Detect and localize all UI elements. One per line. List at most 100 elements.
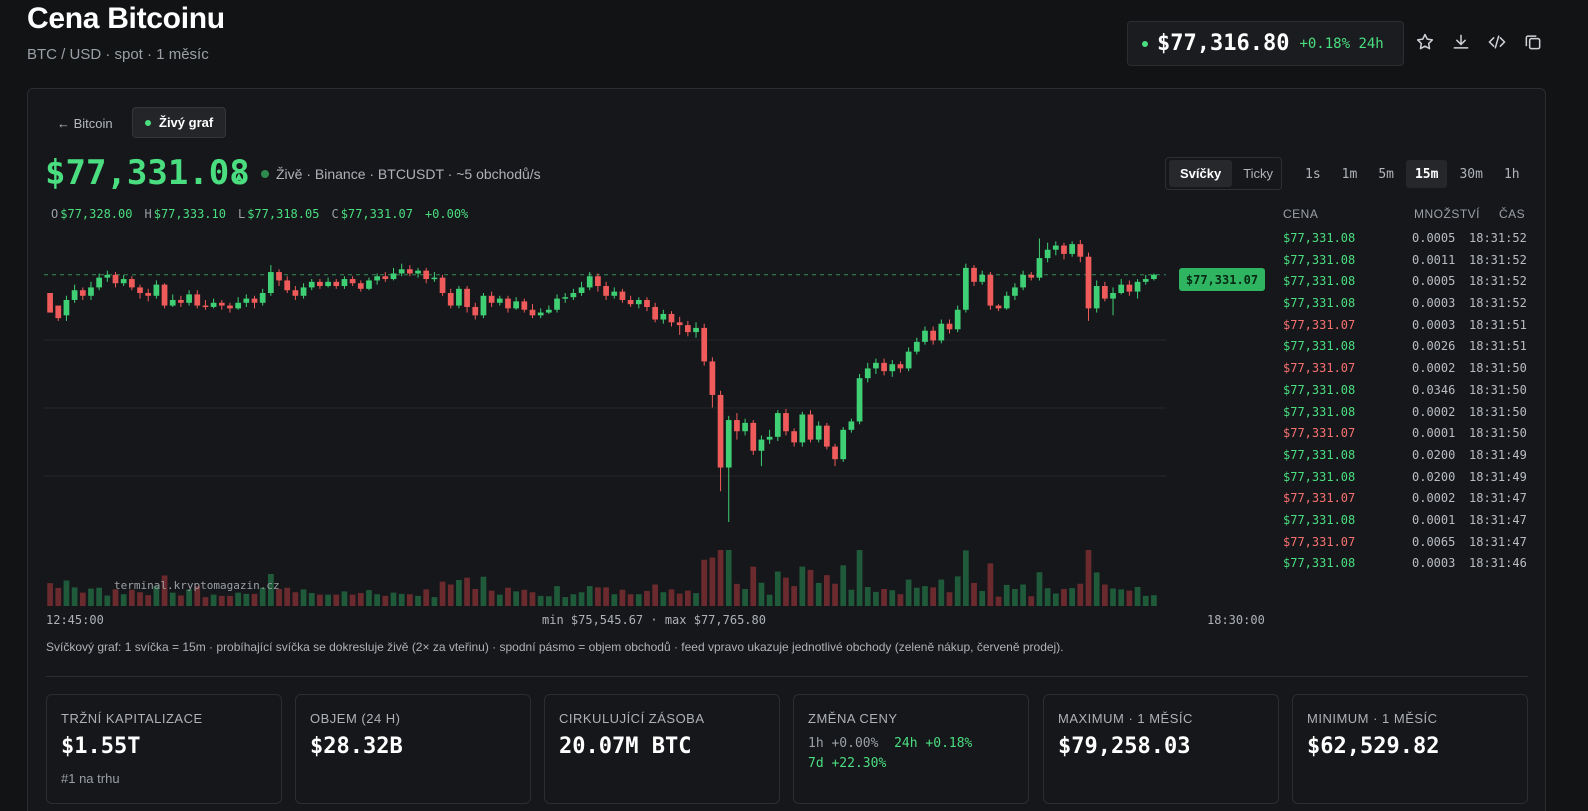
candle-body	[913, 341, 920, 352]
candle-body	[693, 327, 699, 333]
interval-5m-button[interactable]: 5m	[1378, 166, 1394, 182]
card-label: OBJEM (24 H)	[310, 711, 401, 726]
candle-body	[815, 425, 822, 440]
candle-body	[725, 420, 732, 468]
candle-body	[235, 302, 242, 309]
candle-body	[210, 302, 217, 307]
volume-bar	[856, 550, 863, 606]
live-status-dot	[1142, 40, 1148, 47]
candle-body	[750, 422, 757, 451]
candle-body	[562, 297, 569, 299]
candle-body	[717, 394, 724, 468]
trade-price: $77,331.08	[1283, 382, 1356, 397]
volume-bar	[104, 595, 111, 606]
candle-body	[513, 301, 520, 309]
volume-bar	[284, 587, 291, 606]
candle-body	[603, 286, 609, 296]
interval-15m-button[interactable]: 15m	[1405, 160, 1448, 188]
trade-row: $77,331.08 0.0001 18:31:47	[1283, 513, 1528, 535]
candle-body	[799, 414, 806, 443]
candle-body	[1077, 244, 1084, 257]
candle-body	[308, 281, 315, 288]
trade-time: 18:31:49	[1469, 447, 1527, 462]
volume-bar	[1012, 589, 1018, 606]
trades-feed[interactable]: $77,331.08 0.0005 18:31:52 $77,331.08 0.0011…	[1283, 231, 1528, 578]
trade-time: 18:31:50	[1469, 426, 1527, 441]
interval-1h-button[interactable]: 1h	[1503, 166, 1520, 182]
candle-body	[333, 281, 340, 287]
volume-bar	[276, 589, 282, 606]
volume-bar	[169, 592, 176, 606]
stat-card-market-cap: TRŽNÍ KAPITALIZACE $1.55T #1 na trhu	[46, 694, 282, 804]
interval-30m-button[interactable]: 30m	[1459, 166, 1483, 182]
trade-qty: 0.0003	[1412, 556, 1456, 571]
volume-bar	[840, 565, 847, 606]
candle-body	[292, 290, 299, 296]
volume-bar	[480, 576, 487, 606]
candle-body	[227, 305, 233, 309]
code-icon[interactable]	[1486, 31, 1508, 53]
candle-body	[635, 299, 642, 305]
tab-live-label: Živý graf	[159, 115, 214, 130]
chart-description: Svíčkový graf: 1 svíčka = 15m · probíhaj…	[46, 640, 1064, 654]
volume-bar	[439, 581, 446, 606]
volume-bar	[145, 595, 152, 606]
trade-time: 18:31:51	[1469, 317, 1527, 332]
mode-ticks-button[interactable]: Ticky	[1243, 166, 1274, 181]
candle-body	[480, 295, 487, 316]
volume-bar	[660, 592, 667, 606]
candle-body	[848, 421, 855, 430]
candle-body	[537, 312, 544, 316]
candle-body	[423, 270, 430, 280]
volume-bar	[709, 557, 716, 606]
candle-body	[55, 305, 62, 319]
candle-body	[1142, 279, 1149, 282]
tab-live-chart[interactable]: Živý graf	[132, 107, 227, 138]
volume-bar	[897, 594, 904, 606]
volume-bar	[1003, 584, 1010, 606]
candle-body	[881, 362, 887, 372]
mode-candles-button[interactable]: Svíčky	[1169, 160, 1233, 187]
volume-bar	[374, 594, 381, 606]
candle-body	[832, 446, 838, 460]
download-icon[interactable]	[1450, 31, 1472, 53]
live-dot	[145, 119, 151, 126]
candle-body	[774, 413, 781, 437]
ohlc-change: +0.00%	[424, 207, 469, 221]
volume-bar	[55, 587, 62, 606]
candle-body	[1069, 244, 1076, 254]
candle-body	[1085, 256, 1092, 309]
volume-bar	[243, 593, 250, 606]
volume-bar	[1069, 588, 1076, 606]
trade-time: 18:31:52	[1469, 252, 1527, 267]
back-to-bitcoin-link[interactable]: ← Bitcoin	[57, 115, 113, 131]
interval-1m-button[interactable]: 1m	[1341, 166, 1358, 182]
volume-bar	[774, 571, 781, 606]
ohlc-readout: O $77,328.00 H $77,333.10 L $77,318.05 C $77…	[51, 207, 468, 221]
trade-price: $77,331.08	[1283, 447, 1356, 462]
candle-body	[120, 279, 127, 284]
trade-row: $77,331.07 0.0002 18:31:47	[1283, 491, 1528, 513]
stat-card-supply: CIRKULUJÍCÍ ZÁSOBA 20.07M BTC	[544, 694, 780, 804]
volume-bar	[153, 586, 160, 606]
volume-bar	[652, 584, 659, 606]
star-icon[interactable]	[1414, 31, 1436, 53]
trade-qty: 0.0065	[1412, 534, 1456, 549]
trade-qty: 0.0346	[1412, 382, 1456, 397]
live-source-text: Živě · Binance · BTCUSDT · ~5 obchodů/s	[276, 166, 541, 182]
trade-time: 18:31:47	[1469, 534, 1527, 549]
trade-time: 18:31:52	[1469, 274, 1527, 289]
price-up-arrow-icon: ▲	[233, 169, 245, 183]
interval-1s-button[interactable]: 1s	[1305, 166, 1321, 182]
volume-bar	[1142, 595, 1149, 606]
candle-body	[823, 425, 830, 447]
volume-bar	[210, 594, 217, 606]
ohlc-open: O $77,328.00	[51, 207, 133, 221]
candlestick-chart[interactable]	[44, 206, 1166, 608]
candle-body	[627, 299, 634, 305]
volume-bar	[619, 589, 626, 606]
copy-icon[interactable]	[1522, 31, 1544, 53]
trades-header-price: CENA	[1283, 207, 1319, 221]
trade-row: $77,331.08 0.0026 18:31:51	[1283, 339, 1528, 361]
candle-body	[578, 287, 585, 294]
